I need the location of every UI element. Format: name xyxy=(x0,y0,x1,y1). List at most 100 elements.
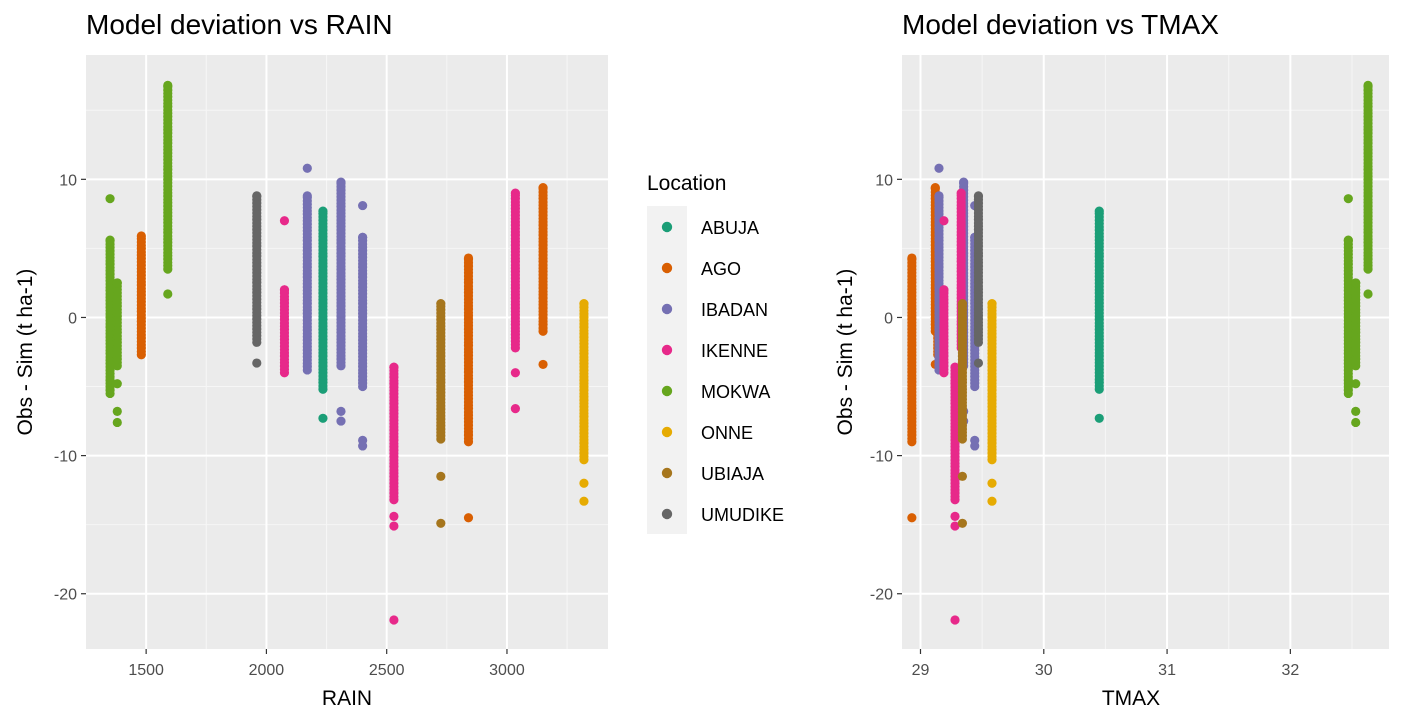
data-point-ibadan xyxy=(336,416,346,426)
rain-y-tick-label: -10 xyxy=(54,449,77,466)
data-point-ikenne xyxy=(950,521,960,531)
data-point-onne xyxy=(987,478,997,488)
data-point-ibadan xyxy=(358,441,368,451)
tmax-x-tick-label: 31 xyxy=(1158,662,1176,679)
legend-label-ago: AGO xyxy=(701,259,741,279)
legend-key-background xyxy=(647,206,687,534)
data-point-ubiaja xyxy=(957,518,968,528)
legend-title: Location xyxy=(647,172,726,195)
data-point-mokwa xyxy=(1351,379,1361,389)
rain-x-tick-label: 3000 xyxy=(489,662,525,679)
data-point-mokwa xyxy=(112,379,122,389)
data-point-mokwa xyxy=(105,194,115,204)
rain-y-axis-title: Obs - Sim (t ha-1) xyxy=(14,269,37,436)
rain-x-tick-label: 2000 xyxy=(249,662,285,679)
rain-panel: Model deviation vs RAIN 1500 2000 2500 3000… xyxy=(14,9,608,710)
legend-key-mokwa xyxy=(661,385,673,397)
data-point-ikenne xyxy=(389,521,399,531)
tmax-chart-title: Model deviation vs TMAX xyxy=(902,9,1219,40)
legend-key-ago xyxy=(661,262,673,274)
tmax-x-ticks: 29 30 31 32 xyxy=(912,649,1299,679)
data-point-ikenne xyxy=(956,188,966,198)
data-point-ago xyxy=(463,253,474,263)
data-point-onne xyxy=(987,496,997,506)
legend-key-abuja xyxy=(661,221,673,233)
tmax-x-tick-label: 29 xyxy=(912,662,930,679)
data-point-onne xyxy=(579,478,589,488)
rain-points xyxy=(105,80,589,625)
legend-key-ikenne xyxy=(661,344,673,356)
legend-key-ibadan xyxy=(661,303,673,315)
tmax-major-grid xyxy=(902,55,1389,649)
legend-key-umudike xyxy=(661,508,673,520)
data-point-ubiaja xyxy=(436,299,446,309)
data-point-ubiaja xyxy=(436,518,446,528)
data-point-mokwa xyxy=(1363,289,1373,299)
data-point-ago xyxy=(538,183,548,193)
legend-label-mokwa: MOKWA xyxy=(701,382,770,402)
rain-y-tick-label: -20 xyxy=(54,587,77,604)
legend-key-onne xyxy=(661,426,673,438)
data-point-ago xyxy=(930,183,940,193)
rain-y-ticks: 10 0 -10 -20 xyxy=(54,172,86,604)
data-point-ikenne xyxy=(950,615,960,625)
data-point-ibadan xyxy=(336,406,346,416)
tmax-x-tick-label: 32 xyxy=(1281,662,1299,679)
legend-label-ubiaja: UBIAJA xyxy=(701,464,764,484)
rain-y-tick-label: 0 xyxy=(68,310,77,327)
data-point-mokwa xyxy=(163,80,173,90)
data-point-ibadan xyxy=(302,163,312,173)
tmax-y-axis-title: Obs - Sim (t ha-1) xyxy=(834,269,857,436)
data-point-ago xyxy=(463,513,474,523)
data-point-mokwa xyxy=(1343,235,1353,245)
data-point-abuja xyxy=(318,413,328,423)
data-point-mokwa xyxy=(1351,406,1361,416)
data-point-ikenne xyxy=(279,285,290,295)
data-point-abuja xyxy=(1094,413,1104,423)
data-point-umudike xyxy=(252,191,262,201)
data-point-umudike xyxy=(973,358,984,368)
data-point-ubiaja xyxy=(436,471,446,481)
legend-label-umudike: UMUDIKE xyxy=(701,505,784,525)
tmax-points xyxy=(907,80,1373,625)
legend-label-ibadan: IBADAN xyxy=(701,300,768,320)
data-point-mokwa xyxy=(112,406,122,416)
data-point-onne xyxy=(579,299,589,309)
data-point-umudike xyxy=(973,191,984,201)
data-point-umudike xyxy=(252,358,262,368)
rain-plot-background xyxy=(86,55,608,649)
data-point-ikenne xyxy=(939,216,949,226)
tmax-y-tick-label: 0 xyxy=(884,310,893,327)
data-point-ikenne xyxy=(510,368,520,378)
data-point-ikenne xyxy=(950,362,960,372)
data-point-mokwa xyxy=(105,235,115,245)
data-point-onne xyxy=(579,496,589,506)
legend-label-onne: ONNE xyxy=(701,423,753,443)
tmax-x-tick-label: 30 xyxy=(1035,662,1053,679)
legend: Location ABUJA AGO IBADAN IKENNE MOKWA ONNE UB… xyxy=(647,172,784,534)
data-point-ibadan xyxy=(934,163,944,173)
data-point-ibadan xyxy=(970,441,980,451)
rain-x-tick-label: 2500 xyxy=(369,662,405,679)
data-point-mokwa xyxy=(1343,194,1353,204)
legend-items: ABUJA AGO IBADAN IKENNE MOKWA ONNE UBIAJA UMUDI… xyxy=(661,218,784,525)
data-point-ibadan xyxy=(302,191,312,201)
data-point-ikenne xyxy=(510,188,520,198)
tmax-plot-background xyxy=(902,55,1389,649)
data-point-ikenne xyxy=(389,362,399,372)
legend-key-ubiaja xyxy=(661,467,673,479)
data-point-ikenne xyxy=(510,404,520,414)
data-point-ibadan xyxy=(336,177,346,187)
data-point-mokwa xyxy=(112,417,122,428)
data-point-ikenne xyxy=(389,615,399,625)
data-point-ago xyxy=(907,513,917,523)
tmax-y-tick-label: 10 xyxy=(875,172,893,189)
rain-x-tick-label: 1500 xyxy=(128,662,164,679)
data-point-ibadan xyxy=(358,232,368,242)
data-point-ubiaja xyxy=(957,471,968,481)
rain-major-grid xyxy=(86,55,608,649)
legend-label-ikenne: IKENNE xyxy=(701,341,768,361)
data-point-ibadan xyxy=(934,191,944,201)
data-point-ikenne xyxy=(950,511,960,521)
data-point-mokwa xyxy=(1351,278,1361,288)
